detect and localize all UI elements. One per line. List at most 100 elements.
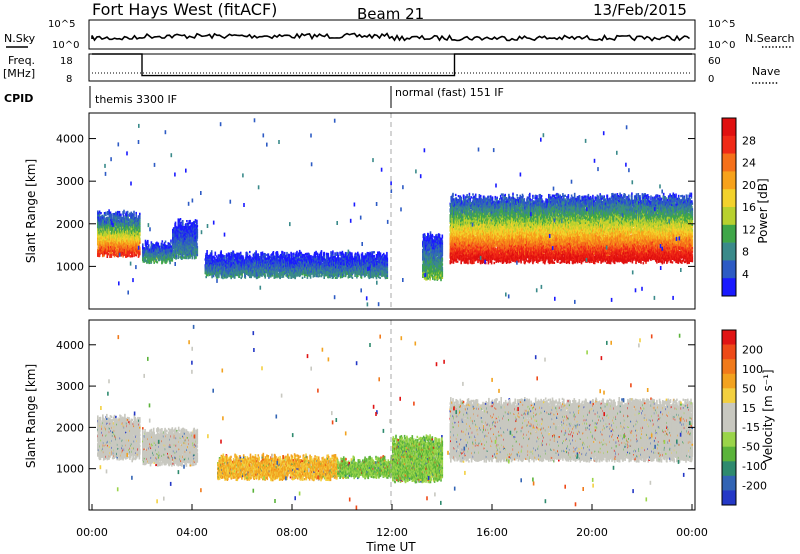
nave-label: Nave <box>752 65 780 78</box>
heatmap-cell <box>197 229 199 231</box>
heatmap-cell <box>100 212 102 214</box>
heatmap-cell <box>172 259 174 261</box>
heatmap-cell <box>99 211 101 213</box>
heatmap-cell <box>158 243 160 245</box>
heatmap-cell <box>197 252 199 254</box>
heatmap-cell <box>142 245 144 247</box>
nsearch-label: N.Search <box>745 32 795 45</box>
date-title: 13/Feb/2015 <box>593 1 687 19</box>
heatmap-cell <box>224 255 226 257</box>
freq-tick-top: 18 <box>60 56 73 67</box>
heatmap-cell <box>226 258 228 260</box>
heatmap-cell <box>107 213 109 215</box>
heatmap-cell <box>131 255 133 257</box>
heatmap-cell <box>172 257 174 259</box>
nsearch-tick-top: 10^5 <box>708 19 735 30</box>
freq-tick-bottom: 8 <box>66 74 72 85</box>
freq-strip: Freq. [MHz] 18 8 60 0 Nave <box>3 54 780 85</box>
heatmap-cell <box>195 257 197 259</box>
heatmap-cell <box>156 242 158 244</box>
nsky-strip: N.Sky 10^5 10^0 10^5 10^0 N.Search <box>4 19 795 51</box>
heatmap-cell <box>139 213 141 215</box>
nave-tick-bottom: 0 <box>708 74 714 85</box>
heatmap-cell <box>123 210 125 212</box>
heatmap-cell <box>169 262 171 264</box>
freq-trace <box>92 54 692 76</box>
heatmap-cell <box>157 261 159 263</box>
heatmap-cell <box>211 250 213 252</box>
nsky-trace <box>92 34 690 41</box>
heatmap-cell <box>159 246 161 248</box>
heatmap-cell <box>139 228 141 230</box>
heatmap-cell <box>214 257 216 259</box>
heatmap-cell <box>206 250 208 252</box>
cpid-segment-2: normal (fast) 151 IF <box>395 86 504 99</box>
heatmap-cell <box>108 209 110 211</box>
cpid-label: CPID <box>4 92 33 105</box>
heatmap-cell <box>103 216 105 218</box>
heatmap-cell <box>105 214 107 216</box>
freq-label: Freq. <box>8 54 35 67</box>
cpid-strip: CPID themis 3300 IF normal (fast) 151 IF <box>4 86 504 108</box>
station-title: Fort Hays West (fitACF) <box>92 0 277 19</box>
heatmap-cell <box>183 256 185 258</box>
heatmap-cell <box>229 253 231 255</box>
heatmap-cell <box>186 257 188 259</box>
heatmap-cell <box>123 212 125 214</box>
heatmap-cell <box>165 241 167 243</box>
heatmap-cell <box>197 246 199 248</box>
heatmap-cell <box>148 244 150 246</box>
nsky-tick-bottom: 10^0 <box>52 40 79 51</box>
heatmap-cell <box>133 213 135 215</box>
heatmap-cell <box>99 213 101 215</box>
heatmap-cell <box>135 212 137 214</box>
heatmap-cell <box>142 243 144 245</box>
heatmap-cell <box>207 255 209 257</box>
heatmap-cell <box>215 252 217 254</box>
heatmap-cell <box>139 238 141 240</box>
heatmap-cell <box>128 254 130 256</box>
heatmap-cell <box>226 253 228 255</box>
heatmap-cell <box>111 254 113 256</box>
power-data <box>97 118 693 306</box>
heatmap-cell <box>117 213 119 215</box>
heatmap-cell <box>119 211 121 213</box>
heatmap-cell <box>186 220 188 222</box>
heatmap-cell <box>162 240 164 242</box>
heatmap-cell <box>130 255 132 257</box>
heatmap-cell <box>127 214 129 216</box>
heatmap-cell <box>151 245 153 247</box>
heatmap-cell <box>120 214 122 216</box>
heatmap-cell <box>139 217 141 219</box>
heatmap-cell <box>117 211 119 213</box>
heatmap-cell <box>170 240 172 242</box>
heatmap-cell <box>107 211 109 213</box>
heatmap-cell <box>220 250 222 252</box>
heatmap-cell <box>189 256 191 258</box>
heatmap-cell <box>220 252 222 254</box>
heatmap-cell <box>182 220 184 222</box>
heatmap-cell <box>147 242 149 244</box>
heatmap-cell <box>197 231 199 233</box>
heatmap-cell <box>116 212 118 214</box>
heatmap-cell <box>191 222 193 224</box>
nave-tick-top: 60 <box>708 56 721 67</box>
nsearch-tick-bottom: 10^0 <box>708 40 735 51</box>
heatmap-cell <box>196 220 198 222</box>
heatmap-cell <box>147 240 149 242</box>
heatmap-cell <box>127 211 129 213</box>
heatmap-cell <box>176 257 178 259</box>
heatmap-cell <box>189 220 191 222</box>
nsky-label: N.Sky <box>4 32 36 45</box>
heatmap-cell <box>205 276 207 278</box>
heatmap-cell <box>196 243 198 245</box>
heatmap-cell <box>195 219 197 221</box>
heatmap-cell <box>114 253 116 255</box>
heatmap-cell <box>162 244 164 246</box>
heatmap-cell <box>129 213 131 215</box>
heatmap-cell <box>107 256 109 258</box>
heatmap-cell <box>133 211 135 213</box>
heatmap-cell <box>111 213 113 215</box>
freq-unit: [MHz] <box>3 67 35 80</box>
